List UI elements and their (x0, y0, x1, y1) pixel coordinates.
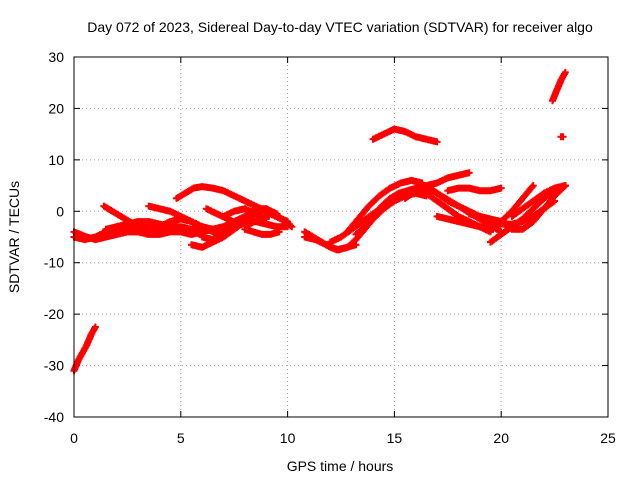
y-tick-label: 20 (48, 100, 64, 116)
tick-labels: 0 5 10 15 20 25 -40 -30 -20 -10 0 10 20 30 (44, 49, 616, 446)
data-point-markers (549, 68, 569, 105)
series-arc-w (465, 182, 569, 233)
data-point-markers (369, 125, 441, 146)
data-point-markers (508, 182, 569, 220)
series-arc-v (444, 184, 505, 195)
x-tick-label: 25 (600, 430, 616, 446)
data-point-markers (343, 176, 426, 236)
y-tick-label: -20 (44, 306, 64, 322)
data-point-markers (241, 225, 283, 238)
y-tick-label: 10 (48, 152, 64, 168)
series-arc-k (220, 205, 270, 223)
x-tick-label: 5 (177, 430, 185, 446)
y-tick-label: -30 (44, 358, 64, 374)
x-tick-label: 0 (70, 430, 78, 446)
x-axis-label: GPS time / hours (287, 458, 394, 474)
series-arc-y (508, 182, 569, 220)
data-point-markers (444, 184, 505, 195)
data-point-markers (113, 218, 206, 238)
x-tick-label: 20 (493, 430, 509, 446)
x-tick-label: 15 (387, 430, 403, 446)
y-tick-label: -10 (44, 255, 64, 271)
series-arc-end-high (549, 68, 569, 105)
data-point-markers (557, 133, 567, 141)
data-point-markers (433, 182, 537, 233)
data-point-markers (220, 205, 270, 223)
data-point-markers (465, 182, 569, 233)
series-arc-end-dot (557, 133, 567, 141)
plot-area (70, 68, 569, 375)
y-axis-label: SDTVAR / TECUs (6, 181, 22, 293)
series-arc-e (113, 218, 206, 238)
series-arc-start-low (70, 323, 99, 375)
y-tick-label: 0 (56, 203, 64, 219)
series-arc-r (369, 125, 441, 146)
series-arc-p (343, 176, 426, 236)
series-arc-u (433, 182, 537, 233)
plot-frame (73, 56, 609, 418)
y-tick-label: -40 (44, 409, 64, 425)
chart-title: Day 072 of 2023, Sidereal Day-to-day VTE… (87, 19, 593, 35)
x-tick-label: 10 (280, 430, 296, 446)
series-arc-l (241, 225, 283, 238)
y-tick-label: 30 (48, 49, 64, 65)
data-point-markers (70, 323, 99, 375)
